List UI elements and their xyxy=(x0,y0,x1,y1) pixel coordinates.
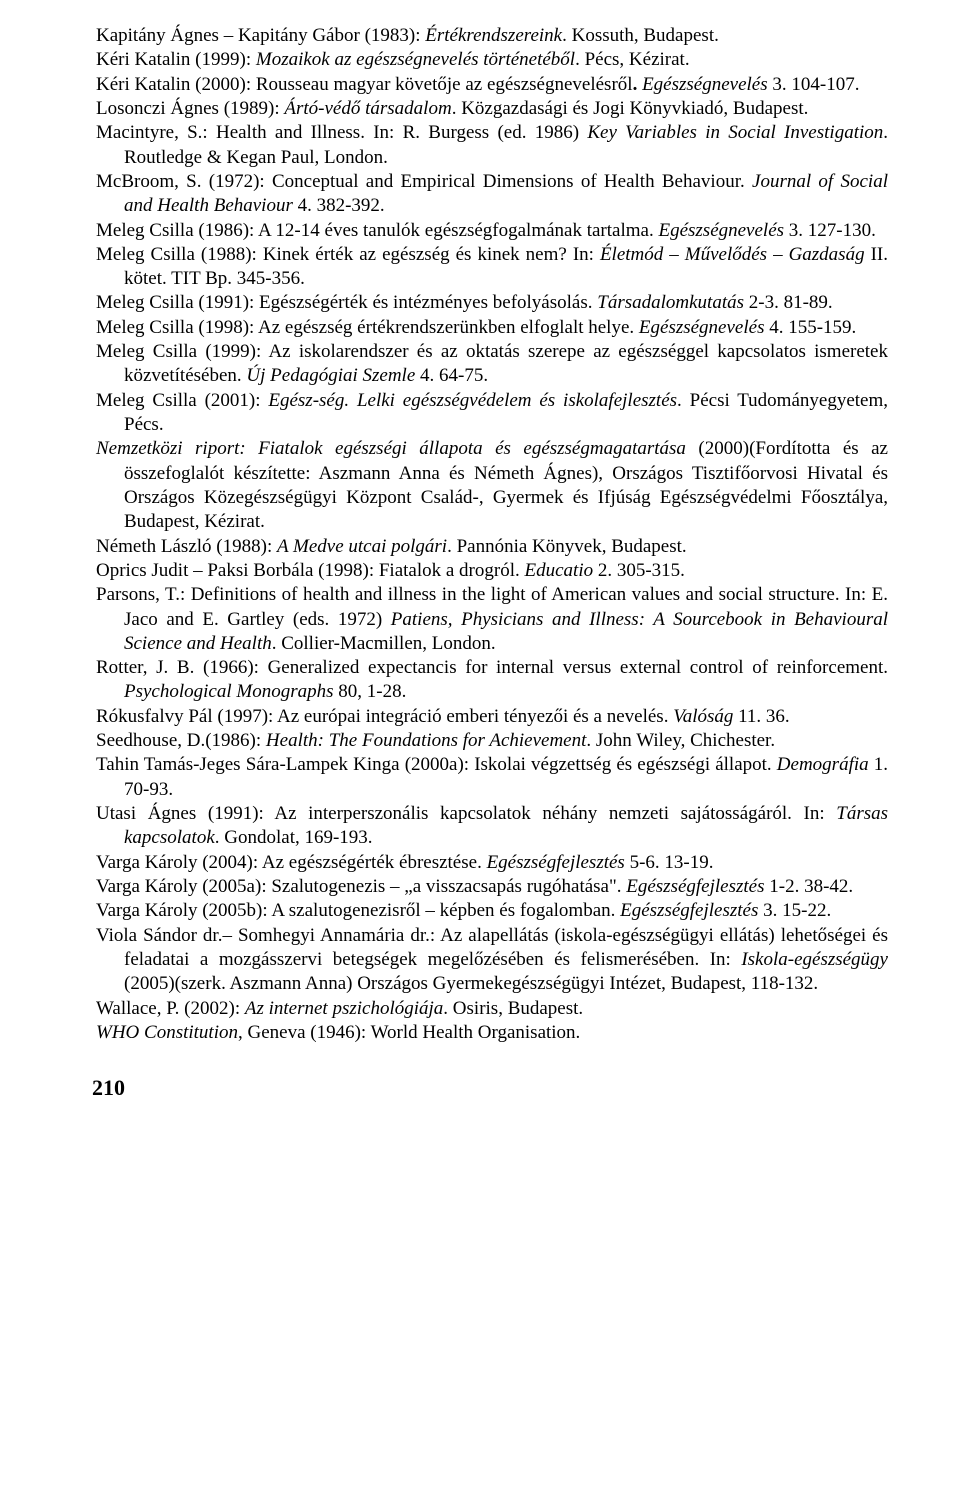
reference-entry: Parsons, T.: Definitions of health and i… xyxy=(96,583,888,656)
reference-entry: WHO Constitution, Geneva (1946): World H… xyxy=(96,1021,888,1045)
reference-entry: Meleg Csilla (2001): Egész-ség. Lelki eg… xyxy=(96,389,888,438)
reference-entry: Meleg Csilla (1986): A 12-14 éves tanuló… xyxy=(96,219,888,243)
reference-entry: Tahin Tamás-Jeges Sára-Lampek Kinga (200… xyxy=(96,753,888,802)
reference-entry: Meleg Csilla (1999): Az iskolarendszer é… xyxy=(96,340,888,389)
reference-entry: Rókusfalvy Pál (1997): Az európai integr… xyxy=(96,705,888,729)
reference-entry: Meleg Csilla (1991): Egészségérték és in… xyxy=(96,291,888,315)
reference-list: Kapitány Ágnes – Kapitány Gábor (1983): … xyxy=(96,24,888,1045)
reference-entry: McBroom, S. (1972): Conceptual and Empir… xyxy=(96,170,888,219)
reference-entry: Oprics Judit – Paksi Borbála (1998): Fia… xyxy=(96,559,888,583)
reference-entry: Meleg Csilla (1998): Az egészség értékre… xyxy=(96,316,888,340)
reference-entry: Kapitány Ágnes – Kapitány Gábor (1983): … xyxy=(96,24,888,48)
reference-entry: Kéri Katalin (2000): Rousseau magyar köv… xyxy=(96,73,888,97)
reference-entry: Wallace, P. (2002): Az internet pszichol… xyxy=(96,997,888,1021)
reference-entry: Seedhouse, D.(1986): Health: The Foundat… xyxy=(96,729,888,753)
reference-entry: Varga Károly (2005a): Szalutogenezis – „… xyxy=(96,875,888,899)
reference-entry: Kéri Katalin (1999): Mozaikok az egészsé… xyxy=(96,48,888,72)
reference-entry: Varga Károly (2005b): A szalutogenezisrő… xyxy=(96,899,888,923)
reference-entry: Macintyre, S.: Health and Illness. In: R… xyxy=(96,121,888,170)
page-number: 210 xyxy=(92,1075,888,1101)
reference-entry: Meleg Csilla (1988): Kinek érték az egés… xyxy=(96,243,888,292)
reference-entry: Losonczi Ágnes (1989): Ártó-védő társada… xyxy=(96,97,888,121)
reference-entry: Viola Sándor dr.– Somhegyi Annamária dr.… xyxy=(96,924,888,997)
reference-entry: Németh László (1988): A Medve utcai polg… xyxy=(96,535,888,559)
reference-entry: Utasi Ágnes (1991): Az interperszonális … xyxy=(96,802,888,851)
reference-entry: Nemzetközi riport: Fiatalok egészségi ál… xyxy=(96,437,888,534)
reference-entry: Rotter, J. B. (1966): Generalized expect… xyxy=(96,656,888,705)
reference-entry: Varga Károly (2004): Az egészségérték éb… xyxy=(96,851,888,875)
page-container: Kapitány Ágnes – Kapitány Gábor (1983): … xyxy=(0,0,960,1125)
